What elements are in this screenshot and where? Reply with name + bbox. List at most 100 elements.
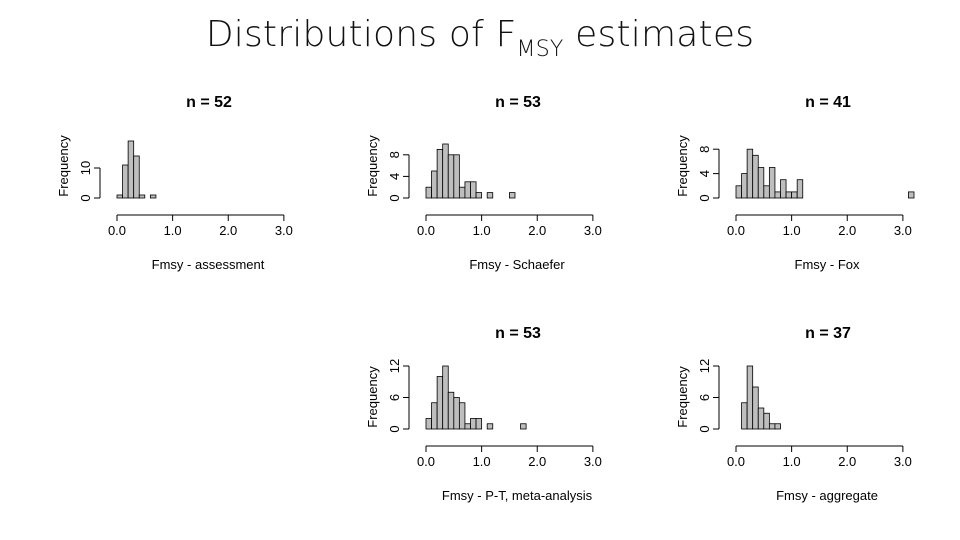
histogram-bar (768, 167, 776, 199)
x-tick-label: 0.0 (108, 223, 126, 238)
histogram-panel: n = 41 0.0 1.0 2.0 3.0 Fmsy - Fox 0 4 8 Frequency (675, 94, 915, 272)
x-axis-label: Fmsy - assessment (152, 257, 265, 272)
x-axis-label: Fmsy - Fox (795, 257, 860, 272)
histogram-bar (735, 185, 742, 199)
y-tick-label: 8 (697, 146, 712, 153)
x-tick-label: 3.0 (894, 223, 912, 238)
histogram-bar (768, 423, 776, 430)
histogram-bar (436, 376, 444, 430)
y-tick-label: 6 (387, 394, 402, 401)
histogram-bar (475, 418, 483, 430)
histogram-bar (741, 402, 748, 430)
histogram-bar (520, 423, 527, 430)
histogram-panel: n = 53 0.0 1.0 2.0 3.0 Fmsy - Schaefer 0 4 8 Freq… (365, 94, 602, 272)
histogram-bar (447, 154, 455, 199)
histogram-bar (486, 423, 494, 430)
histogram-bar (763, 412, 770, 430)
y-axis-label: Frequency (365, 366, 380, 428)
histogram-bar (464, 181, 471, 199)
y-tick-label: 4 (697, 170, 712, 177)
y-tick-label: 0 (78, 194, 93, 201)
histogram-bar (774, 423, 781, 430)
histogram-bar (425, 186, 432, 199)
histogram-bar (442, 143, 449, 199)
histogram-bar (791, 191, 798, 199)
x-tick-label: 1.0 (473, 454, 491, 469)
y-tick-label: 6 (697, 394, 712, 401)
histogram-bar (442, 365, 449, 430)
chart-title: n = 37 (805, 325, 851, 342)
x-tick-label: 2.0 (838, 454, 856, 469)
x-tick-label: 1.0 (783, 454, 801, 469)
histogram-bar (453, 154, 460, 199)
y-axis-label: Frequency (365, 135, 380, 197)
x-tick-label: 1.0 (473, 223, 491, 238)
histogram-bar (908, 191, 915, 199)
histogram-panel: n = 37 0.0 1.0 2.0 3.0 Fmsy - aggregate 0 6 12 Fr… (675, 325, 912, 503)
x-tick-label: 0.0 (417, 454, 435, 469)
histogram-bar (752, 154, 759, 199)
histogram-bar (431, 402, 438, 430)
x-tick-label: 3.0 (275, 223, 293, 238)
histogram-bar (138, 194, 146, 199)
y-tick-label: 4 (387, 173, 402, 180)
x-tick-label: 0.0 (417, 223, 435, 238)
histogram-bar (431, 170, 438, 199)
y-tick-label: 8 (387, 151, 402, 158)
slide-title-tail: estimates (563, 14, 755, 55)
histogram-bar (486, 192, 494, 199)
y-tick-label: 0 (697, 425, 712, 432)
y-axis-label: Frequency (56, 135, 71, 197)
y-tick-label: 0 (387, 194, 402, 201)
histogram-bar (741, 173, 748, 199)
histogram-bar (796, 179, 804, 199)
histogram-bar (746, 148, 754, 199)
y-tick-label: 0 (387, 425, 402, 432)
x-axis-label: Fmsy - P-T, meta-analysis (442, 488, 593, 503)
histogram-bar (436, 148, 444, 199)
histogram-bar (757, 407, 765, 430)
y-tick-label: 10 (78, 161, 93, 175)
x-tick-label: 2.0 (219, 223, 237, 238)
histogram-bar (464, 423, 471, 430)
histogram-bar (458, 402, 466, 430)
x-tick-label: 2.0 (528, 454, 546, 469)
x-tick-label: 3.0 (584, 454, 602, 469)
chart-title: n = 53 (495, 94, 541, 111)
x-tick-label: 3.0 (894, 454, 912, 469)
histogram-bar (746, 365, 754, 430)
x-tick-label: 3.0 (584, 223, 602, 238)
histogram-bar (470, 418, 477, 430)
histogram-bar (757, 167, 765, 199)
histogram-bar (127, 140, 135, 199)
slide-title-subscript: MSY (516, 37, 564, 62)
histogram-bar (122, 164, 129, 199)
y-axis-label: Frequency (675, 366, 690, 428)
histogram-bar (785, 191, 793, 199)
x-tick-label: 1.0 (783, 223, 801, 238)
x-tick-label: 0.0 (727, 223, 745, 238)
chart-title: n = 53 (495, 325, 541, 342)
histogram-panel: n = 53 0.0 1.0 2.0 3.0 Fmsy - P-T, meta-analy… (365, 325, 602, 503)
slide-title-main: Distributions of F (205, 14, 517, 55)
histogram-bar (774, 191, 781, 199)
y-axis-label: Frequency (675, 135, 690, 197)
histogram-bar (116, 194, 123, 199)
histogram-bar (752, 386, 759, 430)
histogram-bar (780, 179, 787, 199)
histogram-bar (458, 186, 466, 199)
chart-title: n = 41 (805, 94, 851, 111)
histogram-bar (763, 185, 770, 199)
x-tick-label: 0.0 (727, 454, 745, 469)
histogram-bar (475, 192, 483, 199)
histogram-bar (447, 391, 455, 430)
histogram-bar (425, 418, 432, 430)
x-tick-label: 1.0 (164, 223, 182, 238)
y-tick-label: 0 (697, 194, 712, 201)
x-axis-label: Fmsy - Schaefer (469, 257, 565, 272)
chart-title: n = 52 (186, 94, 232, 111)
slide-title: Distributions of FMSY estimates (0, 14, 960, 62)
x-tick-label: 2.0 (528, 223, 546, 238)
histogram-bar (453, 397, 460, 430)
histogram-bar (470, 181, 477, 199)
